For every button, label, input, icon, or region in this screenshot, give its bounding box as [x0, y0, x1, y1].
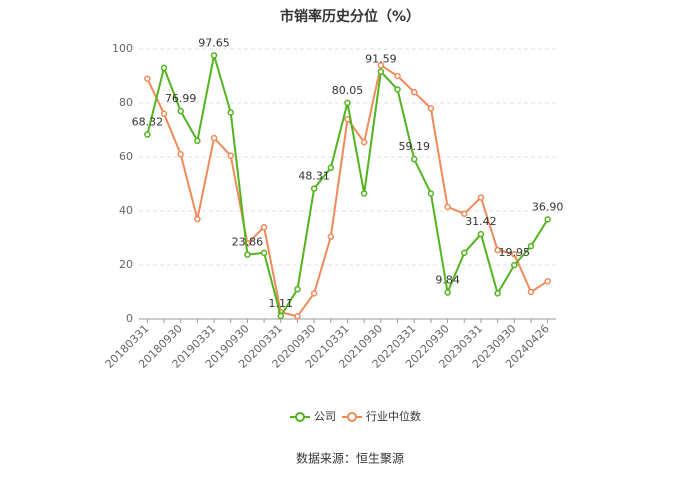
- chart-title: 市销率历史分位（%）: [280, 8, 420, 25]
- point: [310, 290, 318, 297]
- point: [260, 249, 268, 257]
- point: [511, 250, 518, 258]
- point: [377, 61, 385, 69]
- point: [160, 64, 168, 72]
- legend-item: 行业中位数: [342, 409, 421, 423]
- point: [360, 190, 368, 197]
- data-label: 97.65: [198, 36, 230, 49]
- data-label: 19.95: [499, 246, 531, 259]
- data-label: 59.19: [398, 140, 430, 153]
- point: [394, 86, 401, 93]
- point: [344, 99, 351, 107]
- point: [194, 215, 201, 223]
- point: [260, 223, 268, 231]
- point: [277, 312, 285, 320]
- data-label: 80.05: [332, 84, 364, 97]
- point: [177, 151, 184, 158]
- y-tick-label: 0: [126, 312, 133, 325]
- legend-marker: [347, 412, 357, 422]
- point: [227, 152, 234, 159]
- point: [294, 313, 301, 320]
- data-label: 91.59: [365, 53, 397, 66]
- point: [444, 289, 451, 296]
- data-label: 76.99: [165, 92, 197, 105]
- point: [210, 134, 218, 142]
- point: [210, 52, 218, 59]
- data-label: 9.84: [435, 273, 460, 286]
- point: [511, 261, 518, 269]
- y-tick-label: 60: [119, 150, 133, 163]
- point: [310, 185, 318, 192]
- point: [527, 242, 535, 250]
- point: [144, 75, 151, 82]
- point: [227, 109, 234, 116]
- point: [244, 251, 251, 258]
- point: [194, 137, 201, 145]
- point: [427, 105, 435, 112]
- point: [461, 210, 468, 217]
- legend-label: 公司: [314, 410, 336, 423]
- data-label: 48.31: [298, 170, 330, 183]
- data-label: 23.86: [232, 236, 264, 249]
- point: [494, 246, 501, 254]
- legend-item: 公司: [290, 410, 336, 423]
- y-tick-label: 80: [119, 96, 133, 109]
- y-tick-label: 40: [119, 204, 133, 217]
- point: [477, 230, 485, 238]
- point: [427, 190, 435, 197]
- y-tick-label: 20: [119, 258, 133, 271]
- data-label: 68.32: [132, 116, 164, 129]
- legend-label: 行业中位数: [366, 409, 421, 423]
- point: [160, 110, 168, 118]
- point: [477, 194, 485, 201]
- point: [544, 216, 551, 223]
- point: [327, 233, 335, 240]
- point: [461, 249, 468, 257]
- point: [377, 68, 385, 75]
- source-note: 数据来源：恒生聚源: [296, 451, 404, 466]
- point: [444, 203, 451, 211]
- point: [327, 164, 335, 172]
- y-tick-label: 100: [112, 42, 133, 55]
- legend-marker: [295, 412, 305, 422]
- data-label: 1.11: [269, 297, 294, 310]
- data-label: 31.42: [465, 215, 497, 228]
- point: [394, 72, 401, 80]
- point: [177, 107, 184, 115]
- point: [494, 290, 501, 297]
- point: [294, 286, 301, 293]
- point: [410, 88, 418, 96]
- data-label: 36.90: [532, 200, 564, 213]
- point: [144, 131, 151, 138]
- point: [527, 288, 535, 296]
- point: [360, 138, 368, 146]
- point: [410, 155, 418, 163]
- point: [544, 277, 551, 285]
